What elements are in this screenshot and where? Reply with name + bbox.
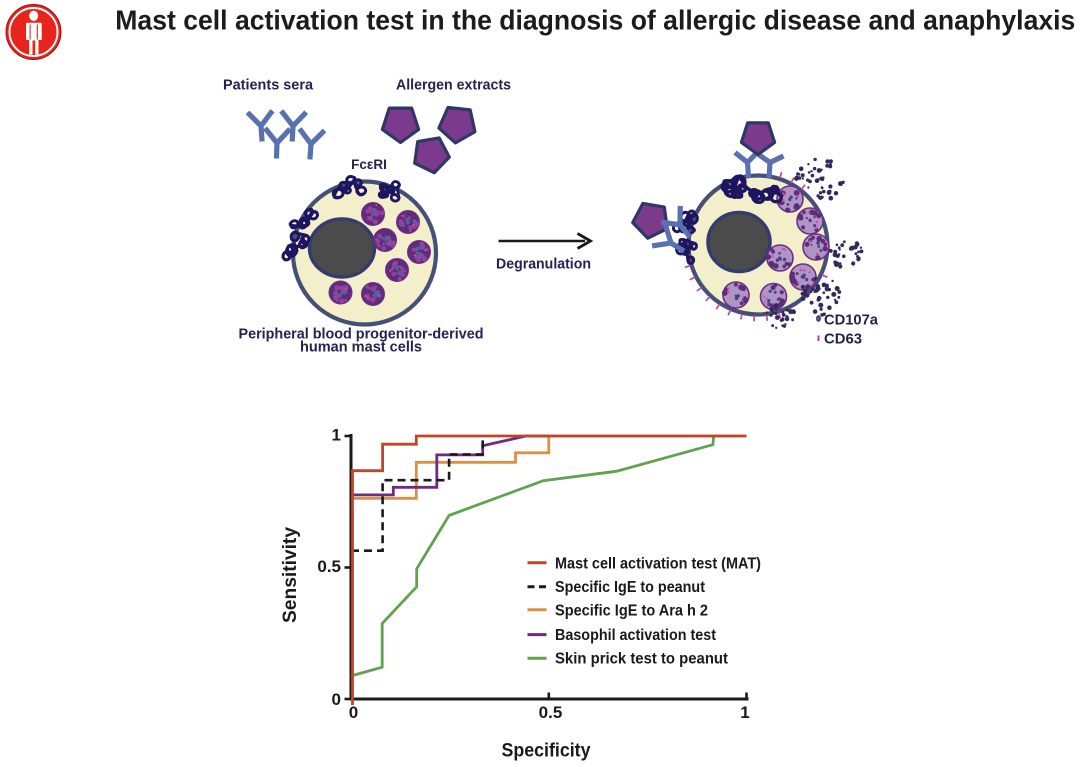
- svg-text:1: 1: [332, 426, 341, 445]
- svg-text:CD107a: CD107a: [824, 312, 879, 329]
- svg-text:Specificity: Specificity: [502, 740, 591, 762]
- svg-text:FcεRI: FcεRI: [351, 157, 387, 172]
- svg-text:Skin prick test to peanut: Skin prick test to peanut: [555, 651, 728, 668]
- svg-text:Basophil activation test: Basophil activation test: [555, 627, 716, 644]
- svg-text:Mast cell activation test (MAT: Mast cell activation test (MAT): [555, 555, 761, 572]
- svg-text:Patients sera: Patients sera: [223, 77, 314, 94]
- svg-text:0: 0: [332, 690, 341, 709]
- svg-text:1: 1: [740, 703, 749, 722]
- svg-text:Sensitivity: Sensitivity: [279, 527, 301, 623]
- svg-text:Allergen extracts: Allergen extracts: [396, 77, 511, 94]
- svg-text:Degranulation: Degranulation: [496, 257, 591, 273]
- svg-text:Mast cell activation test in t: Mast cell activation test in the diagnos…: [115, 5, 1075, 36]
- svg-text:Specific IgE to peanut: Specific IgE to peanut: [555, 579, 705, 596]
- svg-text:Specific IgE to Ara h 2: Specific IgE to Ara h 2: [555, 602, 708, 619]
- svg-text:Peripheral blood progenitor-de: Peripheral blood progenitor-derived: [239, 326, 484, 343]
- svg-text:0.5: 0.5: [539, 703, 563, 722]
- svg-text:0.5: 0.5: [317, 557, 341, 576]
- svg-text:0: 0: [349, 703, 358, 722]
- svg-text:CD63: CD63: [824, 331, 862, 348]
- svg-text:human mast cells: human mast cells: [300, 339, 422, 356]
